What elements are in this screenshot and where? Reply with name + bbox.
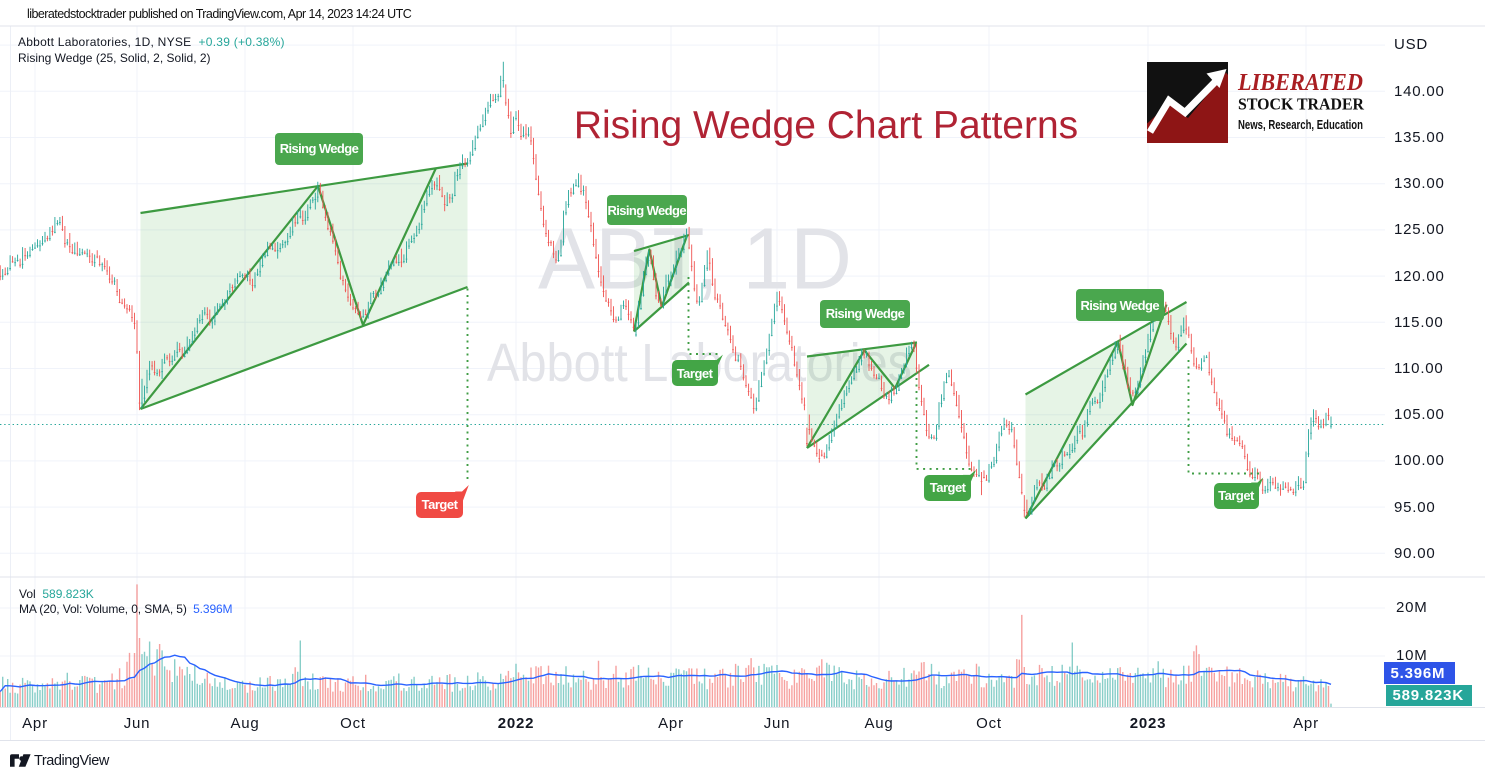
svg-text:LIBERATED: LIBERATED bbox=[1237, 69, 1363, 96]
svg-text:News, Research, Education: News, Research, Education bbox=[1238, 118, 1363, 132]
svg-text:ABT, 1D: ABT, 1D bbox=[538, 211, 852, 308]
svg-text:STOCK TRADER: STOCK TRADER bbox=[1238, 95, 1365, 114]
